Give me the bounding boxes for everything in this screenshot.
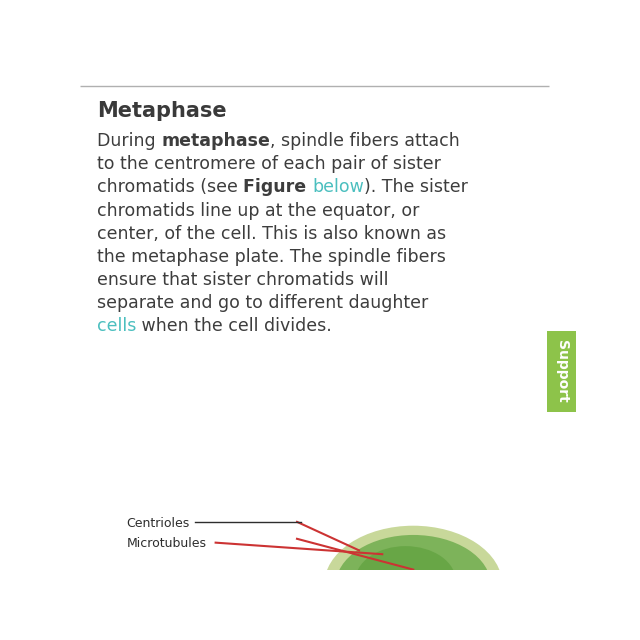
Ellipse shape [324, 525, 502, 640]
Text: to the centromere of each pair of sister: to the centromere of each pair of sister [97, 156, 441, 173]
Text: ensure that sister chromatids will: ensure that sister chromatids will [97, 271, 388, 289]
Text: , spindle fibers attach: , spindle fibers attach [270, 132, 460, 150]
Text: center, of the cell. This is also known as: center, of the cell. This is also known … [97, 225, 446, 243]
Text: metaphase: metaphase [161, 132, 270, 150]
Text: Metaphase: Metaphase [97, 101, 227, 122]
Text: when the cell divides.: when the cell divides. [136, 317, 332, 335]
Text: chromatids (see: chromatids (see [97, 179, 243, 196]
Ellipse shape [336, 535, 491, 635]
Text: the metaphase plate. The spindle fibers: the metaphase plate. The spindle fibers [97, 248, 446, 266]
FancyBboxPatch shape [547, 331, 576, 412]
Text: below: below [312, 179, 364, 196]
Ellipse shape [355, 546, 456, 616]
Text: separate and go to different daughter: separate and go to different daughter [97, 294, 428, 312]
Text: Figure: Figure [243, 179, 312, 196]
Text: cells: cells [97, 317, 136, 335]
Text: chromatids line up at the equator, or: chromatids line up at the equator, or [97, 202, 419, 220]
Text: ). The sister: ). The sister [364, 179, 468, 196]
Text: During: During [97, 132, 161, 150]
Text: Microtubules: Microtubules [127, 537, 207, 550]
Text: Support: Support [555, 340, 569, 403]
Text: Centrioles: Centrioles [127, 517, 189, 530]
